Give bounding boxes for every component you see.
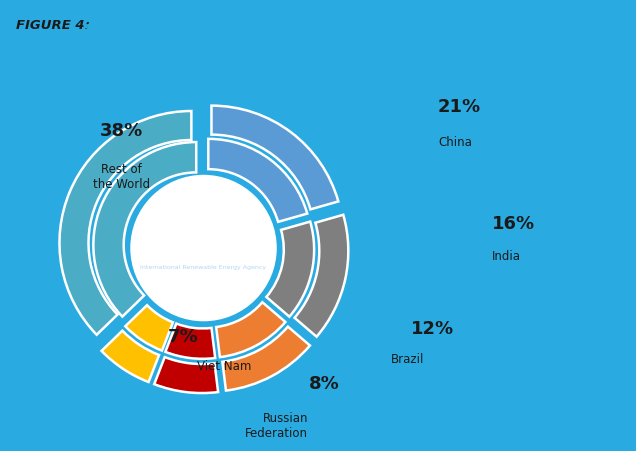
Text: Rest of
the World: Rest of the World bbox=[93, 163, 149, 191]
Text: Viet Nam: Viet Nam bbox=[197, 359, 251, 373]
Text: Brazil: Brazil bbox=[391, 353, 424, 366]
Text: Russian
Federation: Russian Federation bbox=[245, 413, 308, 441]
Wedge shape bbox=[211, 106, 338, 209]
Text: 7%: 7% bbox=[167, 327, 198, 345]
Wedge shape bbox=[294, 215, 349, 337]
Text: China: China bbox=[438, 136, 472, 149]
Text: FIGURE 4:: FIGURE 4: bbox=[17, 19, 90, 32]
Text: 8%: 8% bbox=[309, 374, 340, 392]
Circle shape bbox=[131, 175, 276, 321]
Wedge shape bbox=[165, 323, 215, 359]
Text: India: India bbox=[492, 250, 521, 263]
Text: International Renewable Energy Agency: International Renewable Energy Agency bbox=[141, 265, 266, 270]
Wedge shape bbox=[93, 142, 197, 317]
Text: 21%: 21% bbox=[438, 98, 481, 116]
Text: COUNTRY LEVEL BREAKDOWN OF EMPLOYMENT IN 2016: COUNTRY LEVEL BREAKDOWN OF EMPLOYMENT IN… bbox=[83, 19, 502, 32]
Wedge shape bbox=[155, 357, 218, 393]
Wedge shape bbox=[102, 331, 159, 382]
Wedge shape bbox=[216, 302, 286, 357]
Wedge shape bbox=[266, 221, 314, 317]
Wedge shape bbox=[59, 111, 191, 335]
Text: 12%: 12% bbox=[411, 320, 454, 338]
Wedge shape bbox=[125, 305, 173, 350]
Wedge shape bbox=[208, 139, 307, 222]
Text: 38%: 38% bbox=[100, 122, 143, 140]
Wedge shape bbox=[223, 327, 310, 391]
Text: 16%: 16% bbox=[492, 215, 536, 233]
